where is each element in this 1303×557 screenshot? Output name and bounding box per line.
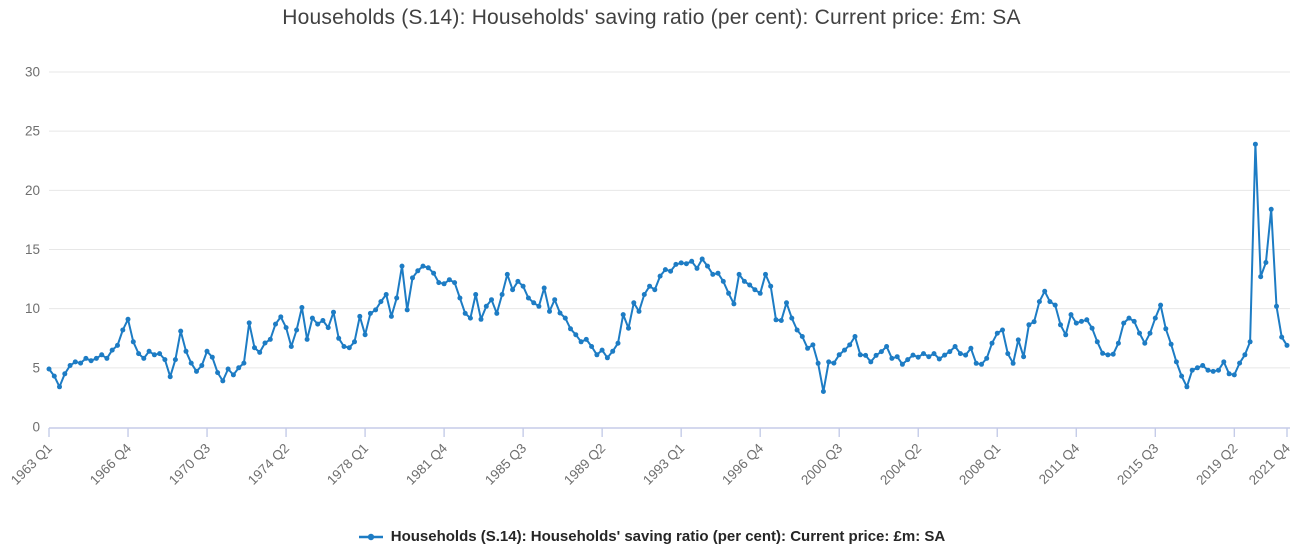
svg-text:1963 Q1: 1963 Q1 (8, 441, 55, 488)
svg-text:2008 Q1: 2008 Q1 (956, 441, 1003, 488)
legend-item-households[interactable]: Households (S.14): Households' saving ra… (358, 528, 946, 545)
svg-text:30: 30 (25, 65, 40, 80)
svg-text:2011 Q4: 2011 Q4 (1036, 440, 1083, 487)
svg-text:1966 Q4: 1966 Q4 (87, 440, 135, 488)
svg-text:10: 10 (25, 301, 40, 316)
svg-text:1993 Q1: 1993 Q1 (640, 441, 687, 488)
svg-text:2004 Q2: 2004 Q2 (877, 441, 924, 488)
svg-text:2019 Q2: 2019 Q2 (1193, 441, 1240, 488)
svg-text:1978 Q1: 1978 Q1 (324, 441, 371, 488)
svg-text:0: 0 (32, 420, 40, 435)
svg-text:20: 20 (25, 183, 40, 198)
svg-text:1981 Q4: 1981 Q4 (403, 440, 451, 488)
svg-text:2015 Q3: 2015 Q3 (1114, 441, 1161, 488)
legend-label: Households (S.14): Households' saving ra… (390, 528, 946, 545)
saving-ratio-chart: 0 5 10 15 20 25 30 1963 Q1 1966 Q4 1970 Q3 1974 Q2… (8, 65, 1294, 488)
svg-text:1996 Q4: 1996 Q4 (719, 440, 767, 488)
svg-text:15: 15 (25, 242, 40, 257)
chart-title: Households (S.14): Households' saving ra… (282, 6, 1021, 29)
svg-text:1989 Q2: 1989 Q2 (561, 441, 608, 488)
svg-text:1974 Q2: 1974 Q2 (245, 441, 292, 488)
svg-text:5: 5 (32, 360, 40, 375)
chart-legend: Households (S.14): Households' saving ra… (0, 528, 1303, 545)
svg-text:1985 Q3: 1985 Q3 (482, 441, 529, 488)
svg-text:2021 Q4: 2021 Q4 (1246, 440, 1294, 488)
svg-text:1970 Q3: 1970 Q3 (166, 441, 213, 488)
chart-plot-svg: 0 5 10 15 20 25 30 1963 Q1 1966 Q4 1970 Q3 1974 Q2… (8, 65, 1294, 488)
svg-text:2000 Q3: 2000 Q3 (798, 441, 845, 488)
svg-text:25: 25 (25, 124, 40, 139)
legend-line-marker-icon (358, 533, 383, 540)
